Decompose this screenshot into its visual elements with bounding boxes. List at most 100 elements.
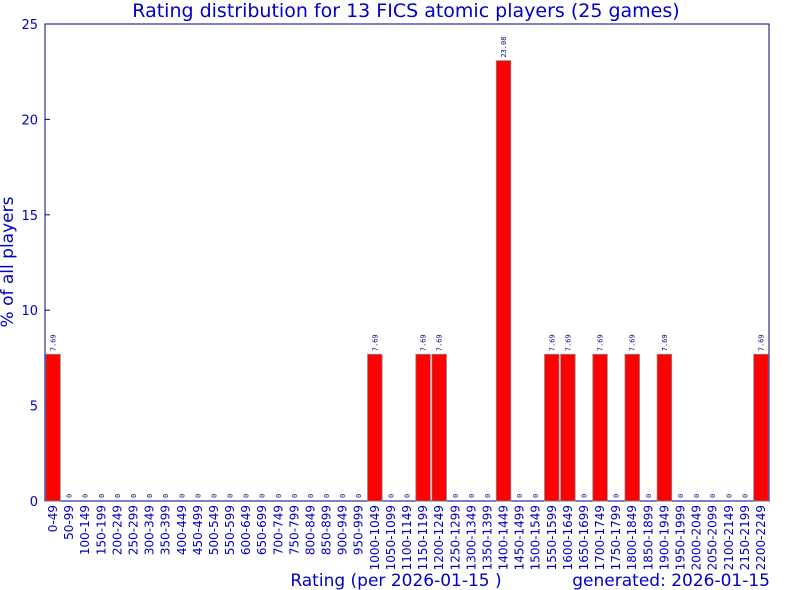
- x-tick-label: 800-849: [303, 505, 317, 555]
- data-label: 0: [387, 494, 395, 498]
- x-tick-label: 950-999: [352, 505, 366, 555]
- x-tick-label: 2150-2199: [738, 505, 752, 570]
- x-tick-label: 400-449: [175, 505, 189, 555]
- y-tick-label: 20: [21, 113, 38, 128]
- data-label: 0: [98, 494, 106, 498]
- x-tick-label: 1850-1899: [641, 505, 655, 570]
- data-label: 7.69: [420, 334, 428, 351]
- data-label: 0: [693, 494, 701, 498]
- plot-area: [44, 23, 770, 502]
- data-label: 7.69: [564, 334, 572, 351]
- x-tick-label: 1250-1299: [448, 505, 462, 570]
- data-label: 0: [307, 494, 315, 498]
- chart-title: Rating distribution for 13 FICS atomic p…: [132, 0, 679, 22]
- x-tick-label: 350-399: [159, 505, 173, 555]
- data-labels: 7.69 0 0 0 0 0 0 0 0 0 0 0 0 0 0 0 0 0 0 0 7.69 0 0 7.69 7.69 0 0 0…: [50, 37, 766, 498]
- x-axis: 0-49 50-99 100-149 150-199 200-249 250-299 300…: [46, 505, 768, 570]
- x-tick-label: 1000-1049: [368, 505, 382, 570]
- y-tick-label: 5: [30, 400, 38, 415]
- x-tick-label: 700-749: [271, 505, 285, 555]
- data-label: 0: [259, 494, 267, 498]
- y-tick-label: 15: [21, 209, 38, 224]
- data-label: 7.69: [597, 334, 605, 351]
- generated-date: generated: 2026-01-15: [572, 571, 770, 590]
- data-label: 7.69: [371, 334, 379, 351]
- x-tick-label: 1650-1699: [577, 505, 591, 570]
- x-tick-label: 1500-1549: [529, 505, 543, 570]
- bar: [560, 353, 576, 502]
- x-tick-label: 300-349: [143, 505, 157, 555]
- data-label: 0: [725, 494, 733, 498]
- x-tick-label: 500-549: [207, 505, 221, 555]
- data-label: 0: [178, 494, 186, 498]
- data-label: 0: [194, 494, 202, 498]
- y-tick-label: 0: [30, 495, 38, 510]
- bars: [45, 60, 769, 502]
- data-label: 0: [82, 494, 90, 498]
- x-tick-label: 1900-1949: [657, 505, 671, 570]
- data-label: 7.69: [436, 334, 444, 351]
- x-tick-label: 1800-1849: [625, 505, 639, 570]
- x-tick-label: 1400-1449: [497, 505, 511, 570]
- x-tick-label: 1700-1749: [593, 505, 607, 570]
- data-label: 0: [243, 494, 251, 498]
- x-tick-label: 1550-1599: [545, 505, 559, 570]
- bar: [624, 353, 640, 502]
- bar: [431, 353, 447, 502]
- data-label: 0: [66, 494, 74, 498]
- bar: [45, 353, 61, 502]
- x-tick-label: 2200-2249: [754, 505, 768, 570]
- x-tick-label: 2100-2149: [722, 505, 736, 570]
- data-label: 0: [210, 494, 218, 498]
- y-axis-label: % of all players: [0, 196, 18, 327]
- x-tick-label: 1350-1399: [480, 505, 494, 570]
- data-label: 23.08: [500, 37, 508, 58]
- data-label: 0: [291, 494, 299, 498]
- bar: [495, 60, 512, 502]
- x-tick-label: 1600-1649: [561, 505, 575, 570]
- data-label: 0: [146, 494, 154, 498]
- data-label: 0: [404, 494, 412, 498]
- x-tick-label: 550-599: [223, 505, 237, 555]
- x-tick-label: 1050-1099: [384, 505, 398, 570]
- x-tick-label: 450-499: [191, 505, 205, 555]
- x-tick-label: 250-299: [126, 505, 140, 555]
- data-label: 0: [645, 494, 653, 498]
- data-label: 0: [580, 494, 588, 498]
- x-axis-label: Rating (per 2026-01-15 ): [290, 571, 501, 590]
- data-label: 0: [162, 494, 170, 498]
- data-label: 0: [114, 494, 122, 498]
- data-label: 7.69: [757, 334, 765, 351]
- data-label: 7.69: [661, 334, 669, 351]
- data-label: 7.69: [629, 334, 637, 351]
- bar: [367, 353, 383, 502]
- bar: [753, 353, 769, 502]
- data-label: 7.69: [50, 334, 58, 351]
- x-tick-label: 1950-1999: [674, 505, 688, 570]
- data-label: 7.69: [548, 334, 556, 351]
- x-tick-label: 1150-1199: [416, 505, 430, 570]
- bar: [415, 353, 431, 502]
- x-tick-label: 50-99: [62, 505, 76, 540]
- x-tick-label: 600-649: [239, 505, 253, 555]
- data-label: 0: [339, 494, 347, 498]
- data-label: 0: [355, 494, 363, 498]
- data-label: 0: [468, 494, 476, 498]
- x-tick-label: 2000-2049: [690, 505, 704, 570]
- data-label: 0: [275, 494, 283, 498]
- data-label: 0: [532, 494, 540, 498]
- x-tick-label: 900-949: [336, 505, 350, 555]
- bar: [592, 353, 608, 502]
- x-tick-label: 200-249: [110, 505, 124, 555]
- x-tick-label: 1100-1149: [400, 505, 414, 570]
- bar: [544, 353, 560, 502]
- x-tick-label: 850-899: [320, 505, 334, 555]
- y-tick-label: 10: [21, 304, 38, 319]
- x-tick-label: 1750-1799: [609, 505, 623, 570]
- data-label: 0: [677, 494, 685, 498]
- x-tick-label: 1200-1249: [432, 505, 446, 570]
- y-tick-label: 25: [21, 18, 38, 33]
- bar: [656, 353, 673, 502]
- data-label: 0: [709, 494, 717, 498]
